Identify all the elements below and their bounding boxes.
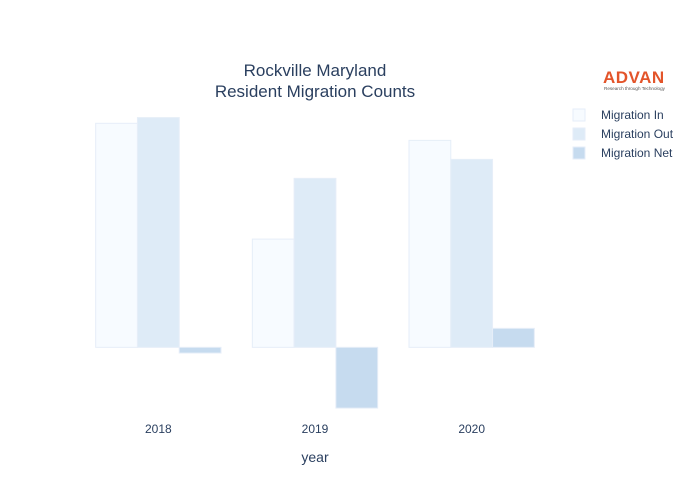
legend-swatch (572, 146, 586, 160)
legend-item-migration-in[interactable]: Migration In (572, 108, 664, 122)
bar-migration-in-2018[interactable] (95, 122, 138, 348)
advan-logo-wordmark: ADVAN (603, 68, 665, 87)
bar-migration-net-2020[interactable] (492, 327, 535, 348)
x-axis-ticks: 2018 2019 2020 (145, 422, 485, 436)
x-axis-title: year (301, 449, 329, 465)
advan-logo: ADVAN Research through Technology (603, 68, 666, 91)
plot-area (95, 117, 535, 409)
bar-migration-net-2019[interactable] (335, 346, 379, 409)
legend-swatch (572, 127, 586, 141)
bar-migration-out-2018[interactable] (136, 117, 180, 348)
advan-logo-tagline: Research through Technology (604, 86, 666, 91)
chart-title-line-2: Resident Migration Counts (215, 82, 415, 101)
legend-item-migration-net[interactable]: Migration Net (572, 146, 673, 160)
chart-title: Rockville Maryland Resident Migration Co… (215, 61, 415, 101)
legend-label: Migration Net (601, 146, 673, 160)
x-tick-label: 2020 (458, 422, 485, 436)
chart-title-line-1: Rockville Maryland (244, 61, 387, 80)
bar-migration-in-2020[interactable] (408, 139, 452, 348)
x-tick-label: 2018 (145, 422, 172, 436)
bar-migration-net-2018[interactable] (178, 346, 222, 354)
legend-label: Migration Out (601, 127, 674, 141)
x-tick-label: 2019 (302, 422, 329, 436)
bar-migration-out-2020[interactable] (450, 158, 494, 348)
legend[interactable]: Migration In Migration Out Migration Net (572, 108, 674, 160)
bar-migration-out-2019[interactable] (293, 177, 337, 348)
legend-item-migration-out[interactable]: Migration Out (572, 127, 674, 141)
legend-swatch (572, 108, 586, 122)
bar-migration-in-2019[interactable] (251, 238, 295, 348)
legend-label: Migration In (601, 108, 664, 122)
